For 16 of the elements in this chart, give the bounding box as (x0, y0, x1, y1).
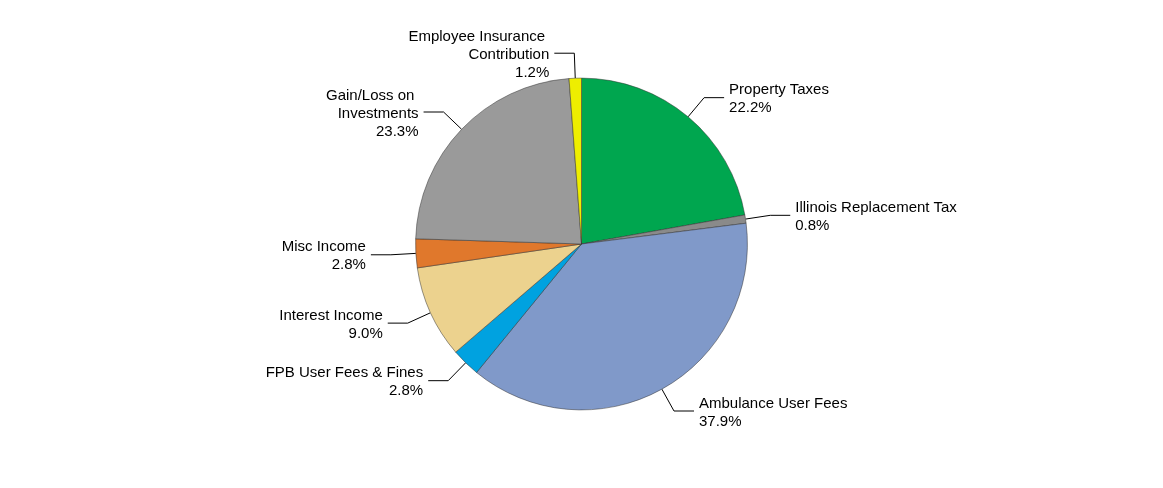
data-label: 9.0% (348, 323, 383, 341)
data-label: 0.8% (795, 215, 830, 233)
data-label: 1.2% (515, 62, 550, 80)
slice-label: Misc Income (281, 237, 366, 255)
data-label: 2.8% (331, 255, 366, 273)
slice-label: Property Taxes (729, 80, 829, 98)
slice-label: Illinois Replacement Tax (795, 197, 958, 215)
data-label: 23.3% (376, 121, 419, 139)
slice-label: Ambulance User Fees (699, 393, 848, 411)
slice-label: Employee Insurance Contribution (408, 26, 550, 62)
data-label: 22.2% (729, 98, 772, 116)
data-label: 37.9% (699, 411, 742, 429)
data-label: 2.8% (389, 381, 424, 399)
slice-label: Gain/Loss on Investments (326, 85, 419, 121)
slice-label: Interest Income (279, 305, 383, 323)
slice-label: FPB User Fees & Fines (265, 363, 424, 381)
